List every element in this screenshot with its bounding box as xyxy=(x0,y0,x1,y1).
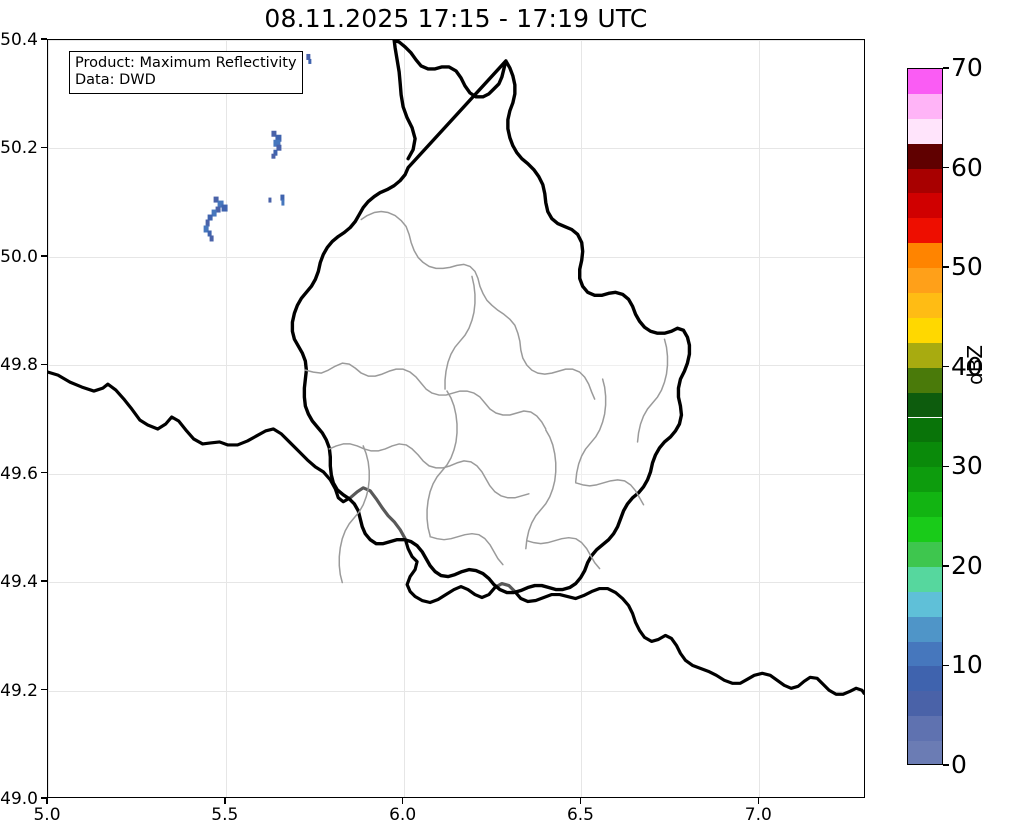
colorbar-band xyxy=(908,566,942,592)
colorbar-tick-label: 0 xyxy=(951,750,967,779)
y-tick-mark xyxy=(41,472,47,474)
colorbar-tick-label: 70 xyxy=(951,53,983,82)
colorbar-band xyxy=(908,541,942,567)
colorbar-band xyxy=(908,467,942,493)
grid-layer xyxy=(48,40,864,797)
x-tick-mark xyxy=(224,798,226,804)
colorbar-band xyxy=(908,442,942,468)
y-tick-mark xyxy=(41,797,47,799)
y-tick-label: 49.0 xyxy=(0,789,38,809)
gridline-vertical xyxy=(225,40,227,797)
y-tick-label: 49.4 xyxy=(0,572,38,593)
gridline-vertical xyxy=(403,40,405,797)
colorbar-tick-label: 10 xyxy=(951,650,983,680)
y-tick-mark xyxy=(41,38,47,40)
colorbar-band xyxy=(908,218,942,244)
canton-borders xyxy=(304,210,669,584)
gridline-vertical xyxy=(581,40,583,797)
colorbar-tick-mark xyxy=(943,67,949,69)
colorbar-tick-label: 60 xyxy=(951,152,983,182)
gridline-vertical xyxy=(759,40,761,797)
colorbar-band xyxy=(908,392,942,418)
x-tick-label: 6.0 xyxy=(389,805,417,825)
y-tick-label: 50.0 xyxy=(0,246,38,267)
x-tick-mark xyxy=(579,798,582,804)
y-tick-label: 50.2 xyxy=(0,138,38,159)
y-tick-label: 50.4 xyxy=(0,30,38,50)
border-southern xyxy=(48,370,864,696)
radar-echo-layer xyxy=(203,53,312,242)
colorbar-band xyxy=(908,741,942,764)
gridline-horizontal xyxy=(48,582,864,584)
colorbar-tick-label: 20 xyxy=(951,550,983,580)
colorbar-band xyxy=(908,492,942,518)
colorbar-band xyxy=(908,193,942,219)
y-tick-label: 49.6 xyxy=(0,463,38,484)
colorbar[interactable] xyxy=(907,68,943,765)
product-info-box: Product: Maximum Reflectivity Data: DWD xyxy=(69,51,303,95)
point-layer xyxy=(48,40,864,797)
y-tick-mark xyxy=(41,580,47,582)
y-tick-mark xyxy=(41,146,47,149)
x-tick-mark xyxy=(757,798,759,804)
map-plot-area[interactable]: Product: Maximum Reflectivity Data: DWD xyxy=(47,39,865,798)
national-borders xyxy=(48,370,864,696)
colorbar-tick-mark xyxy=(943,266,949,268)
gridline-horizontal xyxy=(48,473,864,475)
colorbar-tick-mark xyxy=(943,166,949,169)
colorbar-band xyxy=(908,691,942,717)
gridline-horizontal xyxy=(48,148,864,150)
x-tick-label: 7.0 xyxy=(744,805,772,825)
colorbar-band xyxy=(908,118,942,144)
colorbar-band xyxy=(908,68,942,69)
y-tick-label: 49.2 xyxy=(0,680,38,701)
colorbar-tick-mark xyxy=(943,764,949,766)
x-tick-mark xyxy=(46,798,48,804)
map-geometry-layer xyxy=(48,40,864,696)
y-tick-mark xyxy=(41,255,47,257)
y-tick-label: 49.8 xyxy=(0,355,38,376)
figure-title: 08.11.2025 17:15 - 17:19 UTC xyxy=(264,4,648,33)
colorbar-tick-label: 40 xyxy=(951,351,983,381)
colorbar-tick-mark xyxy=(943,664,949,667)
x-tick-label: 6.5 xyxy=(566,805,594,825)
colorbar-band xyxy=(908,69,942,94)
colorbar-band xyxy=(908,666,942,692)
colorbar-band xyxy=(908,143,942,169)
colorbar-band xyxy=(908,93,942,119)
colorbar-tick-label: 30 xyxy=(951,451,983,481)
echo-cells xyxy=(203,53,312,242)
colorbar-band xyxy=(908,168,942,194)
product-label: Product: Maximum Reflectivity xyxy=(75,55,297,71)
gridline-vertical xyxy=(48,40,49,797)
colorbar-band xyxy=(908,367,942,393)
colorbar-band xyxy=(908,317,942,343)
gridline-horizontal xyxy=(48,365,864,367)
colorbar-band xyxy=(908,591,942,617)
x-tick-label: 5.5 xyxy=(211,805,239,825)
colorbar-band xyxy=(908,716,942,742)
y-tick-mark xyxy=(41,688,47,691)
colorbar-band xyxy=(908,417,942,443)
colorbar-band xyxy=(908,293,942,318)
colorbar-tick-mark xyxy=(943,465,949,468)
gridline-horizontal xyxy=(48,690,864,692)
y-tick-mark xyxy=(41,363,47,365)
colorbar-tick-label: 50 xyxy=(951,252,983,282)
data-source-label: Data: DWD xyxy=(75,72,156,89)
colorbar-band xyxy=(908,517,942,542)
colorbar-band xyxy=(908,342,942,368)
x-tick-label: 5.0 xyxy=(33,805,61,825)
colorbar-band xyxy=(908,616,942,642)
colorbar-band xyxy=(908,243,942,269)
colorbar-tick-mark xyxy=(943,365,949,368)
colorbar-band xyxy=(908,641,942,667)
gridline-horizontal xyxy=(48,256,864,258)
gridline-horizontal xyxy=(48,40,864,41)
luxembourg-national-border xyxy=(290,40,692,595)
x-tick-mark xyxy=(401,798,404,804)
colorbar-tick-mark xyxy=(943,565,949,567)
colorbar-band xyxy=(908,268,942,294)
